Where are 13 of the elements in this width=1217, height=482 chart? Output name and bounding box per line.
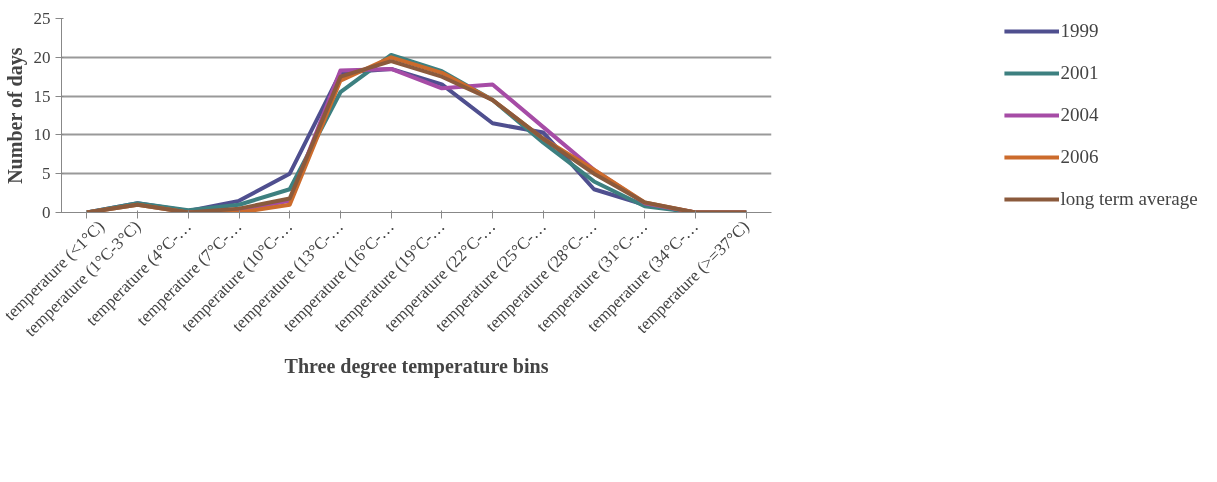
y-tick-label: 15 <box>33 86 51 106</box>
legend-label: 2001 <box>1060 62 1099 84</box>
y-axis-title: Number of days <box>3 47 27 184</box>
legend-label: long term average <box>1060 188 1198 210</box>
y-tick-label: 25 <box>33 9 51 28</box>
y-tick-label: 10 <box>33 125 51 145</box>
legend-label: 2006 <box>1060 146 1099 168</box>
y-tick-label: 20 <box>33 47 51 67</box>
x-axis-title: Three degree temperature bins <box>284 355 549 379</box>
y-tick-label: 0 <box>42 203 51 222</box>
legend-label: 2004 <box>1060 104 1099 126</box>
legend-label: 1999 <box>1060 20 1099 42</box>
y-tick-label: 5 <box>42 164 51 184</box>
